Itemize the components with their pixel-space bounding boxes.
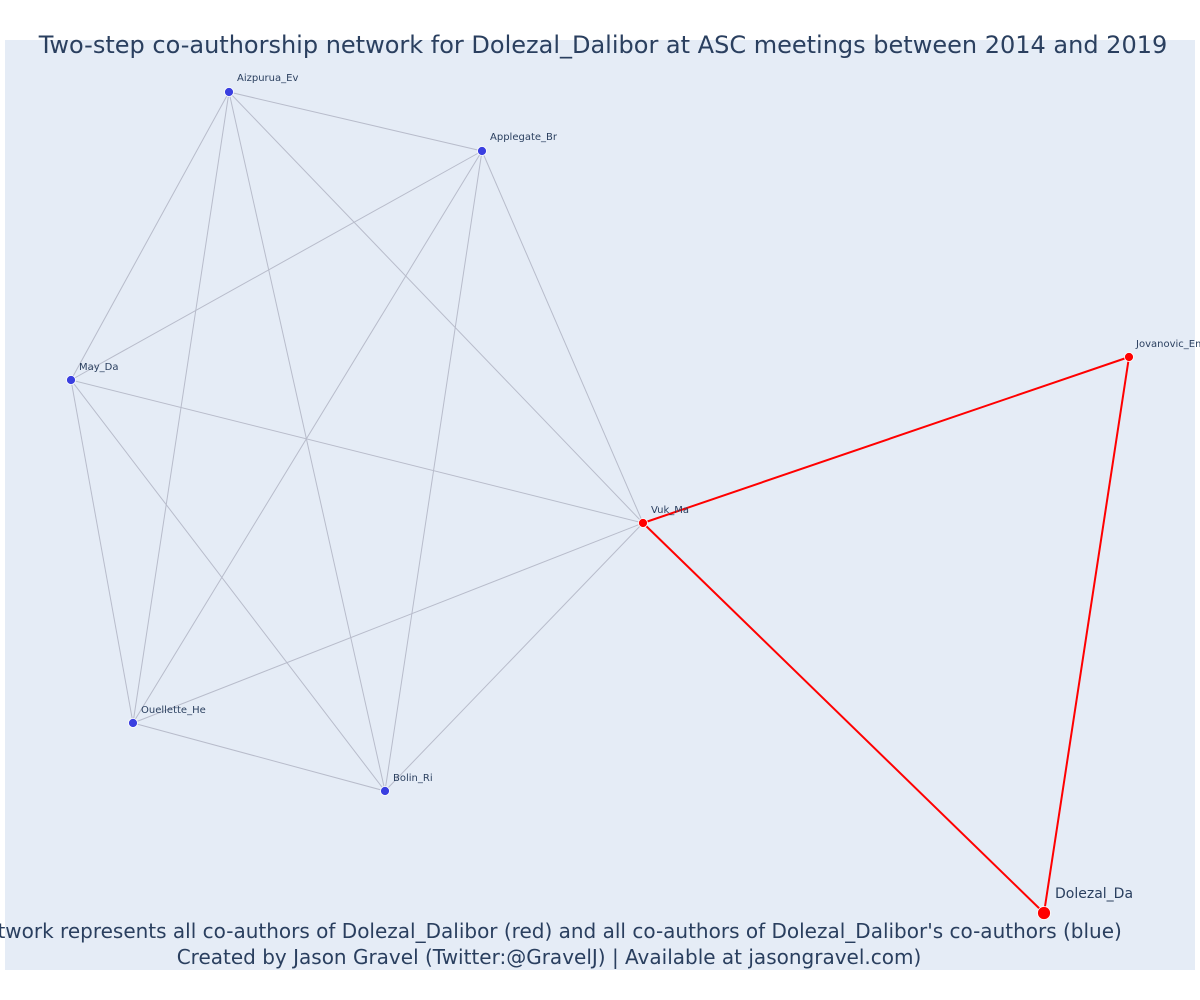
node-label-aizpurua: Aizpurua_Ev [237, 73, 298, 84]
label-layer: Aizpurua_Ev Applegate_Br May_Da Vuk_Ma Jovan… [79, 73, 1200, 902]
edge-ouellette-vuk [132, 522, 644, 724]
caption-line-1: Network represents all co-authors of Dol… [0, 919, 1122, 943]
node-jovanovic[interactable] [1124, 352, 1134, 362]
plot-background [5, 40, 1195, 970]
node-layer [66, 87, 1134, 920]
node-dolezal[interactable] [1037, 906, 1051, 920]
node-bolin[interactable] [380, 786, 390, 796]
node-label-vuk: Vuk_Ma [651, 505, 689, 516]
caption-line-2: Created by Jason Gravel (Twitter:@Gravel… [177, 945, 922, 969]
edge-applegate-ouellette [132, 150, 483, 724]
node-label-applegate: Applegate_Br [490, 132, 558, 143]
node-vuk[interactable] [638, 518, 648, 528]
edge-applegate-vuk [481, 150, 644, 524]
edge-vuk-dolezal [642, 522, 1045, 914]
edge-may-vuk [70, 379, 644, 524]
edge-aizpurua-may [70, 91, 230, 381]
edge-aizpurua-bolin [228, 91, 386, 792]
edge-aizpurua-applegate [228, 91, 483, 152]
node-ouellette[interactable] [128, 718, 138, 728]
node-label-dolezal: Dolezal_Da [1055, 886, 1133, 902]
node-may[interactable] [66, 375, 76, 385]
edge-vuk-jovanovic [642, 356, 1130, 524]
chart-title: Two-step co-authorship network for Dolez… [38, 31, 1168, 59]
node-label-jovanovic: Jovanovic_Em [1135, 339, 1200, 350]
edge-may-ouellette [70, 379, 134, 724]
edge-applegate-may [70, 150, 483, 381]
node-label-may: May_Da [79, 362, 119, 373]
edge-aizpurua-vuk [228, 91, 644, 524]
edge-layer [70, 91, 1130, 914]
edge-jovanovic-dolezal [1043, 356, 1130, 914]
edge-may-bolin [70, 379, 386, 792]
node-applegate[interactable] [477, 146, 487, 156]
edge-ouellette-bolin [132, 722, 386, 792]
node-aizpurua[interactable] [224, 87, 234, 97]
node-label-ouellette: Ouellette_He [141, 705, 206, 716]
node-label-bolin: Bolin_Ri [393, 773, 433, 784]
edge-bolin-vuk [384, 522, 644, 792]
